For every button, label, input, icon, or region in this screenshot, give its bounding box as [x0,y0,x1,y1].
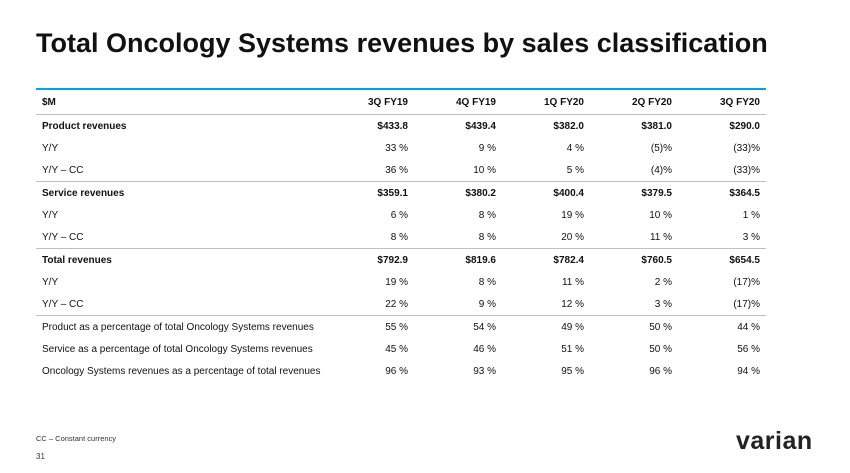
table-cell: (17)% [733,298,760,310]
table-row: Product as a percentage of total Oncolog… [36,315,766,339]
table-cell: 50 % [649,321,672,333]
revenue-table: $M 3Q FY19 4Q FY19 1Q FY20 2Q FY20 3Q FY… [36,88,766,382]
table-cell: 10 % [473,164,496,176]
header-cell: $M [42,96,56,108]
header-cell: 1Q FY20 [543,96,584,108]
table-cell: (17)% [733,276,760,288]
table-cell: 10 % [649,209,672,221]
table-cell: $380.2 [465,187,496,199]
table-cell: $364.5 [729,187,760,199]
table-row: Y/Y 19 % 8 % 11 % 2 % (17)% [36,271,766,293]
page-number: 31 [36,452,45,461]
row-label: Oncology Systems revenues as a percentag… [42,365,321,377]
table-cell: 33 % [385,142,408,154]
header-cell: 3Q FY20 [719,96,760,108]
footnote: CC – Constant currency [36,434,117,443]
table-cell: $359.1 [377,187,408,199]
table-row: Y/Y 6 % 8 % 19 % 10 % 1 % [36,204,766,226]
row-label: Service revenues [42,187,125,199]
table-body: Product revenues $433.8 $439.4 $382.0 $381.0… [36,115,766,383]
table-row: Y/Y 33 % 9 % 4 % (5)% (33)% [36,137,766,159]
table-cell: 9 % [478,298,496,310]
table-cell: 20 % [561,231,584,243]
table-cell: (5)% [650,142,672,154]
table-cell: 8 % [478,276,496,288]
table-cell: 11 % [649,231,672,243]
row-label: Service as a percentage of total Oncolog… [42,343,313,355]
table-cell: 19 % [561,209,584,221]
table-cell: (4)% [650,164,672,176]
table-cell: 36 % [385,164,408,176]
table-cell: $654.5 [729,254,760,266]
table-cell: 55 % [385,321,408,333]
table-row: Service revenues $359.1 $380.2 $400.4 $379.5… [36,181,766,205]
table-cell: (33)% [733,142,760,154]
row-label: Total revenues [42,254,112,266]
table-cell: 54 % [473,321,496,333]
table-cell: 3 % [742,231,760,243]
row-label: Y/Y [42,276,59,288]
table-row: Oncology Systems revenues as a percentag… [36,360,766,382]
table-cell: 12 % [561,298,584,310]
table-cell: 5 % [566,164,584,176]
table-cell: 2 % [654,276,672,288]
table-cell: 46 % [473,343,496,355]
table-cell: 56 % [737,343,760,355]
table-cell: 96 % [649,365,672,377]
table-row: Y/Y – CC 36 % 10 % 5 % (4)% (33)% [36,159,766,182]
table-cell: 96 % [385,365,408,377]
table-cell: $439.4 [465,120,496,132]
table-row: Y/Y – CC 22 % 9 % 12 % 3 % (17)% [36,293,766,316]
table-header-row: $M 3Q FY19 4Q FY19 1Q FY20 2Q FY20 3Q FY… [36,89,766,115]
table-cell: 9 % [478,142,496,154]
table-cell: 3 % [654,298,672,310]
table-cell: $381.0 [641,120,672,132]
table-cell: $792.9 [377,254,408,266]
row-label: Product as a percentage of total Oncolog… [42,321,314,333]
table-cell: 51 % [561,343,584,355]
table-row: Y/Y – CC 8 % 8 % 20 % 11 % 3 % [36,226,766,249]
table-cell: 19 % [385,276,408,288]
table-cell: 93 % [473,365,496,377]
table-cell: $379.5 [641,187,672,199]
table-row: Total revenues $792.9 $819.6 $782.4 $760.5 $6… [36,248,766,272]
table-cell: 8 % [478,231,496,243]
table-cell: 45 % [385,343,408,355]
row-label: Y/Y – CC [42,231,84,243]
revenue-table-container: $M 3Q FY19 4Q FY19 1Q FY20 2Q FY20 3Q FY… [36,88,766,382]
table-row: Service as a percentage of total Oncolog… [36,338,766,360]
table-cell: $819.6 [465,254,496,266]
table-cell: 94 % [737,365,760,377]
table-cell: $290.0 [729,120,760,132]
header-cell: 2Q FY20 [631,96,672,108]
table-cell: $433.8 [377,120,408,132]
page-title: Total Oncology Systems revenues by sales… [36,28,768,58]
table-cell: 22 % [385,298,408,310]
table-cell: 50 % [649,343,672,355]
table-cell: $760.5 [641,254,672,266]
row-label: Y/Y [42,142,59,154]
table-cell: 8 % [478,209,496,221]
table-cell: 1 % [742,209,760,221]
table-cell: (33)% [733,164,760,176]
table-row: Product revenues $433.8 $439.4 $382.0 $381.0… [36,115,766,138]
table-cell: 4 % [566,142,584,154]
varian-logo: varian [736,427,813,455]
table-cell: 44 % [737,321,760,333]
row-label: Y/Y – CC [42,298,84,310]
table-cell: 95 % [561,365,584,377]
table-cell: $782.4 [553,254,584,266]
table-cell: 8 % [390,231,408,243]
header-cell: 3Q FY19 [367,96,408,108]
table-cell: 11 % [561,276,584,288]
table-cell: 49 % [561,321,584,333]
row-label: Product revenues [42,120,127,132]
header-cell: 4Q FY19 [455,96,496,108]
table-cell: 6 % [390,209,408,221]
table-cell: $382.0 [553,120,584,132]
table-cell: $400.4 [553,187,584,199]
row-label: Y/Y [42,209,59,221]
row-label: Y/Y – CC [42,164,84,176]
